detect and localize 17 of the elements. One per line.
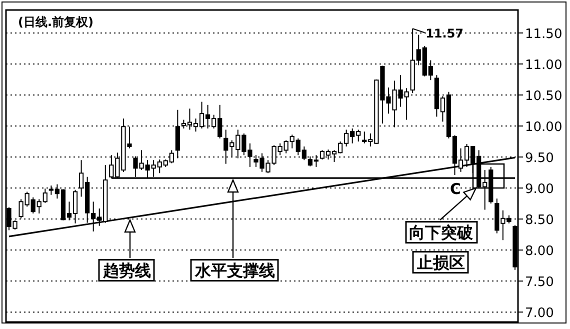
annotation: 向下突破 — [409, 222, 474, 242]
y-tick-label: 8.00 — [525, 244, 554, 260]
chart-title: (日线.前复权) — [18, 15, 94, 29]
y-tick-label: 11.00 — [525, 58, 562, 73]
y-tick-label: 9.50 — [525, 151, 554, 166]
y-tick-label: 10.00 — [525, 120, 562, 135]
y-tick-label: 10.50 — [525, 88, 562, 104]
y-tick-label: 7.00 — [525, 306, 554, 322]
annotation: C — [450, 180, 462, 198]
annotation: 水平支撑线 — [194, 260, 275, 280]
annotation: 11.57 — [426, 26, 464, 41]
y-tick-label: 8.50 — [525, 213, 554, 228]
y-tick-label: 9.00 — [525, 182, 554, 198]
annotation: 趋势线 — [102, 260, 151, 280]
y-tick-label: 7.50 — [525, 275, 554, 290]
annotation: 止损区 — [416, 252, 465, 272]
y-tick-label: 11.50 — [525, 26, 562, 42]
